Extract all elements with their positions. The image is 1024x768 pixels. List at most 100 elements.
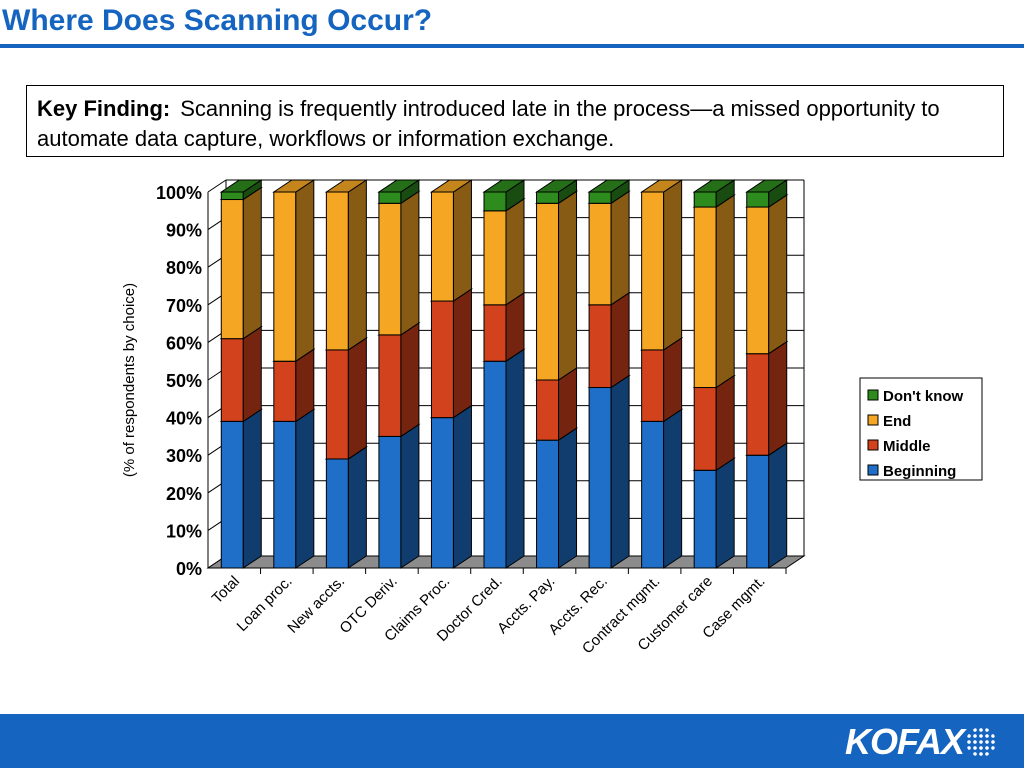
bar-front — [220, 191, 244, 201]
bar-segment — [587, 374, 631, 569]
key-finding-text: Scanning is frequently introduced late i… — [37, 96, 940, 151]
bar-side — [400, 190, 420, 336]
kofax-logo: KOFAX — [844, 721, 996, 762]
bar-top — [482, 179, 526, 193]
bar-front — [273, 360, 297, 422]
bar-segment — [534, 179, 579, 205]
bar-top — [219, 179, 263, 193]
bar-front — [746, 206, 770, 355]
bar-side — [242, 408, 262, 569]
bar-side — [400, 321, 420, 438]
bar-top — [272, 179, 316, 193]
bar-side — [558, 190, 578, 381]
bar-top — [639, 179, 684, 193]
bar-segment — [324, 336, 369, 460]
bar-front — [588, 202, 612, 306]
chart-area: 0% 10% 20% 30% 40% 50% 60% 70% 80% 90% 100% (% of r… — [0, 170, 1024, 710]
bar-side — [347, 336, 367, 460]
bar-front — [693, 469, 717, 569]
bar-top — [324, 179, 369, 193]
bar-front — [536, 191, 560, 204]
y-tick-label: 10% — [166, 521, 202, 541]
bar-segment — [324, 446, 369, 569]
bar-segment — [587, 179, 631, 205]
bar-front — [483, 191, 507, 212]
bar-segment — [745, 442, 789, 569]
logo-wordmark: KOFAX — [844, 721, 965, 762]
bar-front — [588, 387, 612, 569]
bar-side — [768, 442, 788, 569]
bar-side — [452, 288, 472, 419]
bar-top — [377, 179, 421, 193]
bar-side — [663, 179, 683, 351]
bar-segment — [377, 423, 421, 569]
legend-label: End — [883, 413, 911, 430]
bar-front — [693, 206, 717, 389]
legend-label: Beginning — [883, 463, 956, 480]
bar-side — [663, 408, 683, 569]
bar-front — [378, 202, 402, 336]
y-tick-label: 50% — [166, 371, 202, 391]
y-tick-label: 80% — [166, 258, 202, 278]
bar-side — [400, 423, 420, 569]
bar-segment — [534, 190, 579, 381]
bar-side — [610, 291, 630, 389]
legend-swatch — [867, 464, 879, 476]
bar-front — [325, 349, 349, 460]
bar-front — [325, 458, 349, 569]
bar-segment — [429, 288, 474, 419]
bar-segment — [745, 179, 789, 208]
bar-side — [347, 446, 367, 569]
legend-swatch — [867, 414, 879, 426]
gridline-side — [207, 179, 227, 193]
bar-side — [452, 404, 472, 569]
bar-segment — [429, 179, 474, 302]
footer-bar: KOFAX — [0, 714, 1024, 768]
bar-front — [746, 191, 770, 208]
bar-side — [295, 179, 315, 363]
bar-side — [768, 340, 788, 457]
bar-segment — [692, 457, 736, 569]
bar-segment — [324, 179, 369, 351]
bar-front — [273, 191, 297, 362]
bar-front — [693, 191, 717, 208]
y-tick-label: 60% — [166, 333, 202, 353]
bar-side — [295, 348, 315, 423]
bar-segment — [534, 427, 579, 569]
bar-side — [347, 179, 367, 351]
bar-front — [483, 360, 507, 569]
x-tick-label: Total — [209, 573, 243, 607]
bar-front — [378, 334, 402, 437]
bar-segment — [377, 179, 421, 205]
bar-side — [505, 197, 525, 306]
title-rule — [0, 44, 1024, 48]
bar-front — [693, 387, 717, 471]
bar-segment — [219, 408, 263, 569]
y-tick-label: 0% — [176, 559, 202, 579]
y-tick-label: 30% — [166, 446, 202, 466]
bar-front — [746, 454, 770, 569]
y-tick-label: 90% — [166, 221, 202, 241]
bar-segment — [692, 194, 736, 389]
bar-segment — [692, 179, 736, 208]
bar-side — [663, 336, 683, 423]
bar-side — [768, 194, 788, 355]
y-axis-title: (% of respondents by choice) — [121, 283, 138, 477]
bar-front — [641, 191, 665, 351]
bar-segment — [639, 336, 684, 423]
bar-segment — [639, 179, 684, 351]
bar-side — [295, 408, 315, 569]
bar-segment — [219, 325, 263, 423]
bar-front — [588, 191, 612, 204]
bar-front — [483, 304, 507, 362]
bar-front — [325, 191, 349, 351]
legend-swatch — [867, 439, 879, 451]
bar-top — [429, 179, 474, 193]
bar-side — [610, 374, 630, 569]
bar-segment — [639, 408, 684, 569]
bar-side — [715, 374, 735, 472]
bar-top — [534, 179, 579, 193]
bar-segment — [377, 190, 421, 336]
bar-segment — [482, 179, 526, 212]
bar-segment — [272, 179, 316, 363]
